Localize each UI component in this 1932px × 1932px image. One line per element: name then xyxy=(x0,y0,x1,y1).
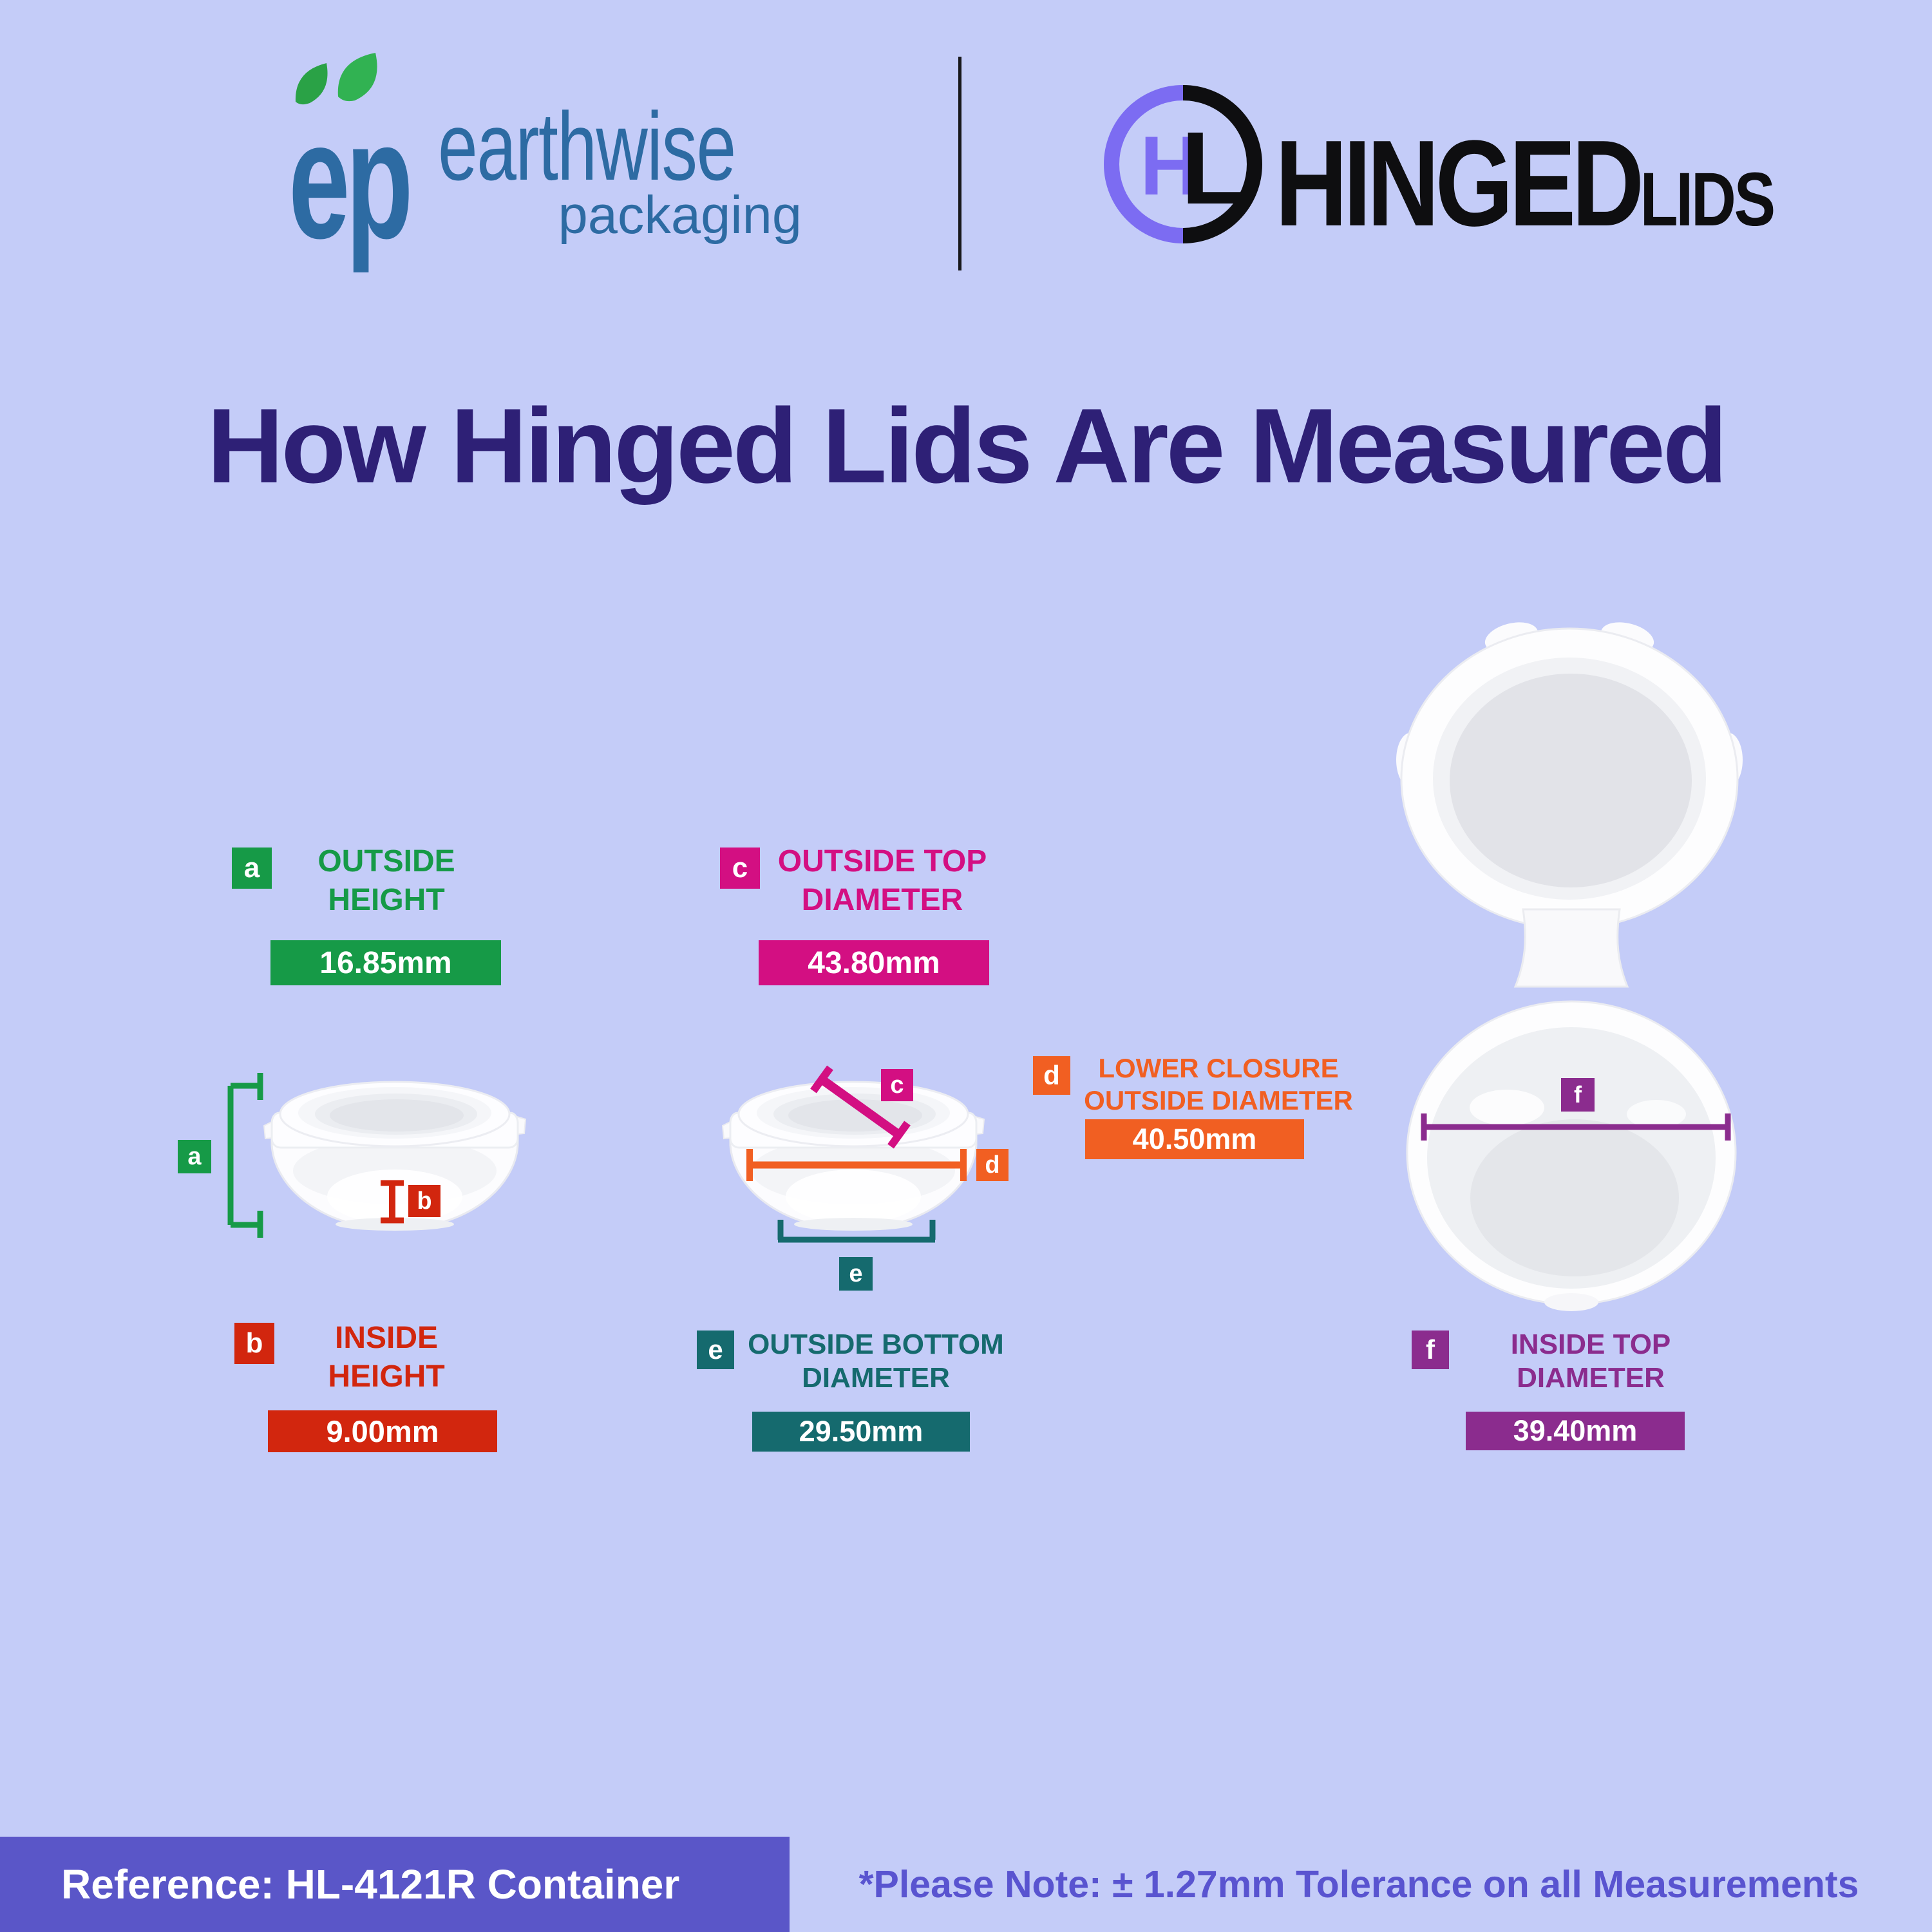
earthwise-tagline: packaging xyxy=(558,185,802,245)
marker-b-badge: b xyxy=(408,1185,440,1217)
marker-f-badge: f xyxy=(1561,1078,1595,1112)
value-d-bar: 40.50mm xyxy=(1085,1119,1304,1159)
marker-d-line xyxy=(746,1149,967,1181)
hl-monogram-l: L xyxy=(1181,110,1244,225)
label-f-badge: f xyxy=(1412,1331,1449,1369)
earthwise-logo: ep earthwise packaging xyxy=(283,45,811,290)
marker-e-bracket xyxy=(777,1220,936,1243)
reference-text: Reference: HL-4121R Container xyxy=(61,1861,680,1908)
leaf-icon xyxy=(295,53,377,105)
hingedlids-word-sub: LIDS xyxy=(1640,157,1776,242)
label-d-text: LOWER CLOSURE OUTSIDE DIAMETER xyxy=(1084,1053,1353,1115)
marker-c-badge: c xyxy=(881,1069,913,1101)
marker-c-diagonal xyxy=(810,1065,911,1149)
label-b-letter: b xyxy=(245,1327,263,1359)
value-f: 39.40mm xyxy=(1513,1414,1638,1447)
value-d: 40.50mm xyxy=(1132,1122,1257,1155)
reference-bar: Reference: HL-4121R Container xyxy=(0,1837,790,1932)
value-e-bar: 29.50mm xyxy=(752,1412,970,1452)
label-e-badge: e xyxy=(697,1331,734,1369)
tolerance-note: *Please Note: ± 1.27mm Tolerance on all … xyxy=(858,1863,1859,1906)
label-c-badge: c xyxy=(720,848,760,889)
hingedlids-wordmark: HINGED LIDS xyxy=(1275,122,1776,245)
value-c-bar: 43.80mm xyxy=(759,940,989,985)
label-d-badge: d xyxy=(1033,1056,1070,1095)
label-f-letter: f xyxy=(1426,1334,1435,1365)
label-c-text: OUTSIDE TOP DIAMETER xyxy=(777,844,987,917)
earthwise-monogram: ep xyxy=(289,87,413,274)
value-b-bar: 9.00mm xyxy=(268,1410,497,1452)
label-e-text: OUTSIDE BOTTOM DIAMETER xyxy=(748,1329,1004,1394)
value-a: 16.85mm xyxy=(319,945,452,980)
label-b-text: INSIDE HEIGHT xyxy=(328,1321,445,1394)
logo-divider xyxy=(958,57,961,270)
marker-d-badge: d xyxy=(976,1149,1009,1181)
label-a-text: OUTSIDE HEIGHT xyxy=(317,844,455,917)
value-a-bar: 16.85mm xyxy=(270,940,501,985)
label-a-letter: a xyxy=(243,852,260,884)
label-e-letter: e xyxy=(708,1334,723,1365)
marker-b-ibeam xyxy=(381,1180,404,1224)
marker-f-line xyxy=(1421,1113,1731,1141)
marker-a-badge: a xyxy=(178,1140,211,1173)
hingedlids-logo: H L HINGED LIDS xyxy=(1103,84,1811,251)
container-open-right xyxy=(1396,622,1743,1311)
label-c-letter: c xyxy=(732,852,748,884)
marker-a-bracket xyxy=(227,1073,263,1238)
value-b: 9.00mm xyxy=(326,1414,439,1448)
label-f-text: INSIDE TOP DIAMETER xyxy=(1510,1329,1671,1394)
hl-monogram-h: H xyxy=(1140,118,1200,213)
value-c: 43.80mm xyxy=(808,945,940,980)
value-e: 29.50mm xyxy=(799,1415,923,1448)
label-d-letter: d xyxy=(1043,1060,1060,1090)
hingedlids-word-main: HINGED xyxy=(1275,115,1644,252)
label-a-badge: a xyxy=(232,848,272,889)
page-title: How Hinged Lids Are Measured xyxy=(207,386,1727,505)
earthwise-name: earthwise xyxy=(438,92,736,200)
label-b-badge: b xyxy=(234,1323,274,1364)
hl-monogram-icon: H L xyxy=(1104,85,1262,243)
marker-e-badge: e xyxy=(839,1257,873,1291)
value-f-bar: 39.40mm xyxy=(1466,1412,1685,1450)
